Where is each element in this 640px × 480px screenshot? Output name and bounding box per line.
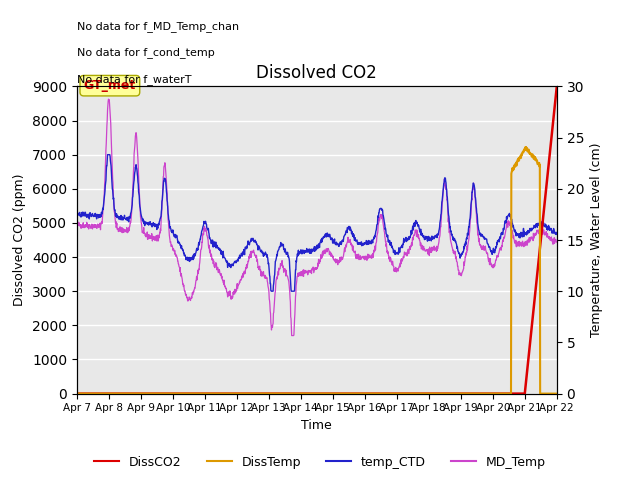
Y-axis label: Temperature, Water Level (cm): Temperature, Water Level (cm): [589, 143, 603, 337]
X-axis label: Time: Time: [301, 419, 332, 432]
Y-axis label: Dissolved CO2 (ppm): Dissolved CO2 (ppm): [13, 174, 26, 306]
Title: Dissolved CO2: Dissolved CO2: [257, 64, 377, 82]
Text: GT_met: GT_met: [84, 79, 136, 92]
Text: No data for f_waterT: No data for f_waterT: [77, 73, 191, 84]
Legend: DissCO2, DissTemp, temp_CTD, MD_Temp: DissCO2, DissTemp, temp_CTD, MD_Temp: [89, 451, 551, 474]
Text: No data for f_MD_Temp_chan: No data for f_MD_Temp_chan: [77, 21, 239, 32]
Text: No data for f_cond_temp: No data for f_cond_temp: [77, 47, 214, 58]
